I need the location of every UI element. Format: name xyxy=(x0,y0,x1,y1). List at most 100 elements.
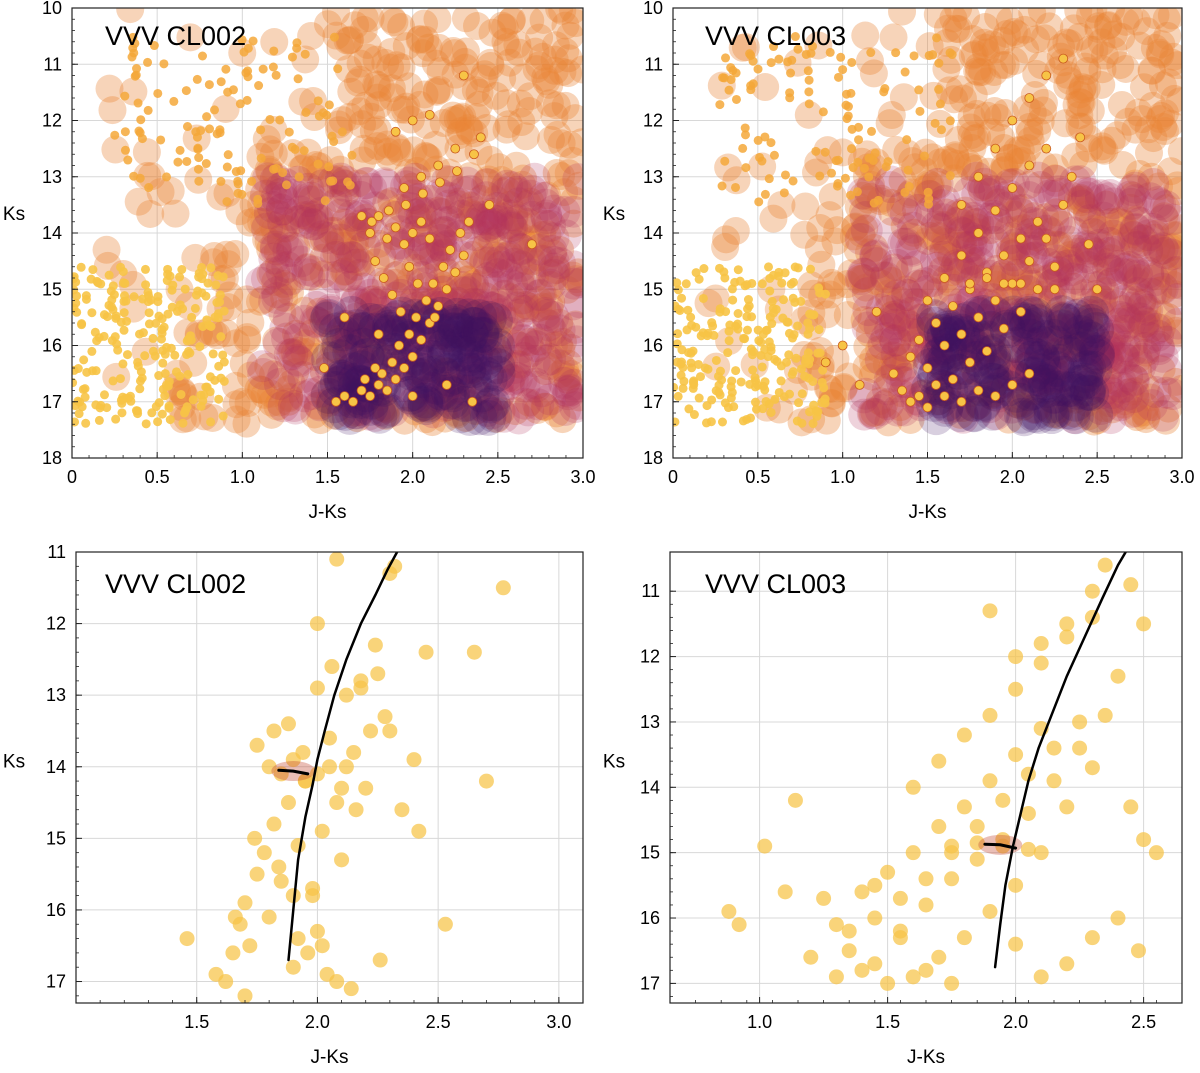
density-blob xyxy=(322,238,351,267)
density-blob xyxy=(558,146,583,175)
density-blob xyxy=(339,215,368,244)
density-blob xyxy=(1090,394,1119,423)
density-blob xyxy=(1095,377,1128,410)
density-dot xyxy=(201,159,211,169)
cluster-member-point xyxy=(445,244,456,255)
cluster-member-point xyxy=(411,823,427,839)
density-blob xyxy=(367,73,396,102)
density-dot xyxy=(79,355,89,365)
density-dot xyxy=(847,144,857,154)
density-blob xyxy=(1167,374,1182,403)
density-blob xyxy=(882,135,911,164)
density-blob xyxy=(432,189,465,222)
density-blob xyxy=(1150,376,1182,409)
cluster-member-point xyxy=(1066,171,1077,182)
density-blob xyxy=(329,317,362,350)
density-blob xyxy=(1089,328,1122,361)
density-blob xyxy=(1036,309,1069,342)
density-dot xyxy=(790,262,800,272)
density-blob xyxy=(538,194,571,227)
density-dot xyxy=(72,272,79,282)
density-blob xyxy=(356,8,385,33)
cluster-member-point xyxy=(338,687,354,703)
density-blob xyxy=(870,261,903,294)
x-tick-label: 0.5 xyxy=(745,467,770,487)
density-blob xyxy=(1146,40,1175,69)
density-blob xyxy=(1076,96,1105,125)
density-blob xyxy=(261,282,294,315)
density-blob xyxy=(427,315,460,348)
density-blob xyxy=(1084,14,1113,43)
cluster-member-point xyxy=(424,233,435,244)
cluster-member-point xyxy=(854,884,870,900)
density-blob xyxy=(547,359,576,388)
y-tick-label: 14 xyxy=(42,223,62,243)
density-blob xyxy=(867,269,896,298)
density-blob xyxy=(377,74,406,103)
density-blob xyxy=(1019,304,1056,341)
density-blob xyxy=(1111,54,1140,83)
density-dot xyxy=(827,168,837,178)
cluster-member-point xyxy=(407,115,418,126)
density-dot xyxy=(769,42,779,52)
density-blob xyxy=(345,315,378,348)
density-blob xyxy=(1073,380,1102,409)
density-blob xyxy=(924,213,957,246)
density-blob xyxy=(457,272,490,305)
cluster-member-point xyxy=(300,945,316,961)
density-blob xyxy=(485,250,518,283)
density-dot xyxy=(326,176,336,186)
density-blob xyxy=(521,264,550,293)
density-dot xyxy=(782,317,792,327)
density-dot xyxy=(702,401,712,411)
density-blob xyxy=(419,241,448,270)
density-dot xyxy=(859,163,869,173)
density-blob xyxy=(1080,280,1113,313)
density-blob xyxy=(833,301,862,330)
density-blob xyxy=(958,338,987,367)
density-blob xyxy=(428,355,461,388)
density-blob xyxy=(300,306,333,339)
density-blob xyxy=(863,310,896,343)
density-blob xyxy=(524,278,557,311)
density-dot xyxy=(78,384,88,394)
density-blob xyxy=(514,258,547,291)
density-blob xyxy=(506,266,535,295)
density-blob xyxy=(956,396,993,433)
density-dot xyxy=(677,293,687,303)
density-blob xyxy=(392,92,421,121)
density-dot xyxy=(733,319,743,329)
density-blob xyxy=(958,134,987,163)
density-dot xyxy=(676,370,686,380)
density-dot xyxy=(170,350,180,360)
y-tick-label: 14 xyxy=(640,777,660,797)
density-blob xyxy=(1157,8,1182,30)
density-blob xyxy=(1026,319,1063,356)
density-blob xyxy=(1042,368,1075,401)
density-blob xyxy=(916,299,953,336)
density-blob xyxy=(1163,51,1182,80)
density-dot xyxy=(794,398,804,408)
density-dot xyxy=(343,177,353,187)
density-blob xyxy=(1076,8,1105,29)
density-layer-mid xyxy=(844,161,1182,435)
density-dot xyxy=(805,309,815,319)
density-blob xyxy=(438,287,467,316)
cluster-member-point xyxy=(218,974,234,990)
density-blob xyxy=(469,316,498,345)
density-dot xyxy=(313,96,323,106)
density-blob xyxy=(855,238,884,267)
density-blob xyxy=(869,261,898,290)
density-blob xyxy=(1058,298,1095,335)
density-blob xyxy=(488,344,517,373)
density-blob xyxy=(392,32,421,61)
cluster-member-point xyxy=(382,723,398,739)
density-blob xyxy=(306,406,335,435)
density-blob xyxy=(542,255,571,284)
density-blob xyxy=(1149,237,1182,270)
density-dot xyxy=(762,325,772,335)
density-dot xyxy=(731,182,741,192)
density-dot xyxy=(233,188,243,198)
cluster-member-point xyxy=(918,871,934,887)
density-blob xyxy=(561,104,583,133)
